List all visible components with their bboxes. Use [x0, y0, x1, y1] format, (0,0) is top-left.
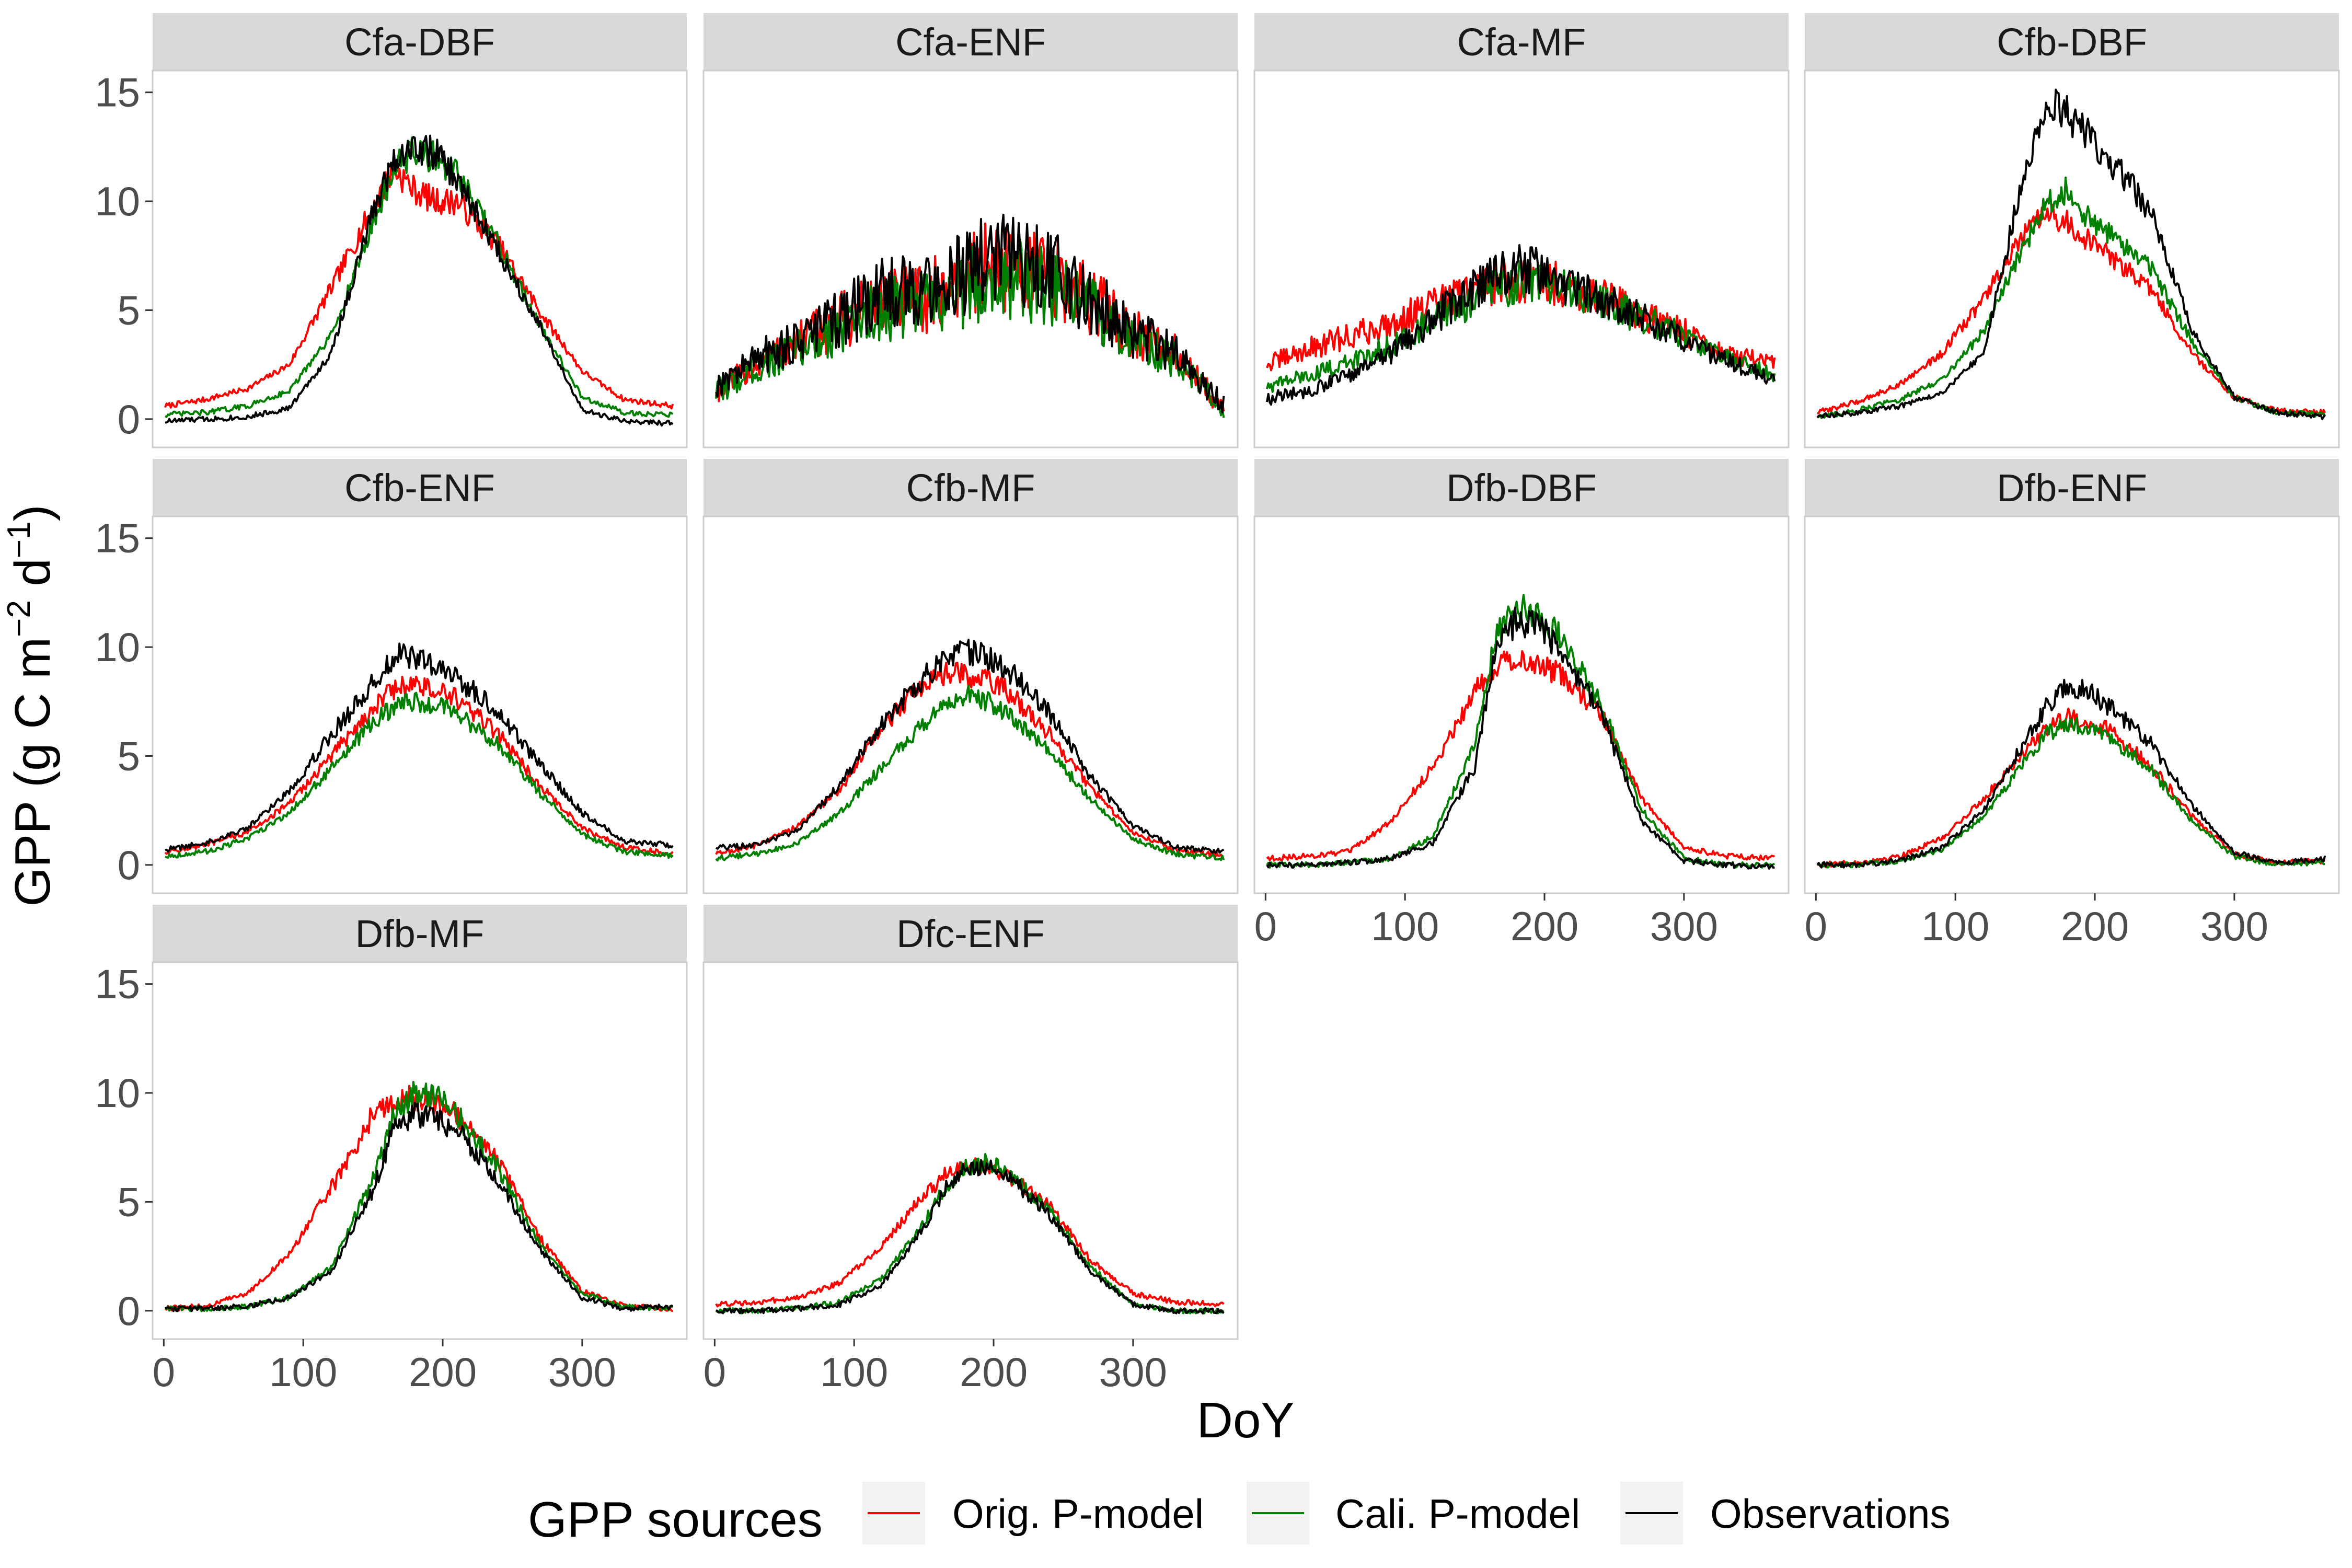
panel-title: Cfa-ENF	[895, 20, 1046, 64]
panel-cfa-dbf: Cfa-DBF 0 5 10 15	[95, 13, 688, 448]
panel-dfb-enf: Dfb-ENF 0 100 200 300	[1804, 459, 2340, 949]
x-axis-title: DoY	[1197, 1392, 1295, 1448]
y-tick-label: 15	[95, 70, 140, 116]
y-tick-label: 5	[118, 733, 140, 779]
series-line-observations	[715, 639, 1225, 854]
series-line-orig-p-model	[715, 1157, 1225, 1308]
x-tick-label: 200	[2061, 903, 2129, 949]
panel-strip	[1254, 13, 1789, 71]
legend: GPP sources Orig. P-model Cali. P-model Ob…	[528, 1482, 1951, 1548]
legend-label: Orig. P-model	[952, 1491, 1204, 1537]
y-tick-label: 5	[118, 1179, 140, 1225]
series-line-cali-p-model	[1816, 717, 2325, 869]
panel-strip	[153, 459, 687, 516]
legend-label: Cali. P-model	[1335, 1491, 1580, 1537]
series-line-cali-p-model	[165, 1081, 674, 1312]
y-tick-label: 0	[118, 396, 140, 442]
series-line-observations	[165, 134, 674, 427]
panel-plot-area	[702, 961, 1239, 1340]
panel-dfb-mf: Dfb-MF 0 5 10 15 0 100 200 300	[95, 905, 688, 1395]
panel-plot-area	[152, 961, 688, 1340]
x-tick-label: 200	[1511, 903, 1578, 949]
panel-title: Dfc-ENF	[896, 912, 1045, 955]
series-line-cali-p-model	[165, 691, 674, 859]
panel-title: Dfb-DBF	[1446, 466, 1597, 510]
series-line-orig-p-model	[1266, 650, 1775, 862]
x-tick-label: 300	[548, 1349, 616, 1395]
panel-title: Cfa-DBF	[344, 20, 495, 64]
panel-cfb-enf: Cfb-ENF 0 5 10 15	[95, 459, 688, 894]
x-tick-label: 100	[1921, 903, 1989, 949]
panel-cfa-mf: Cfa-MF	[1253, 13, 1790, 448]
x-tick-label: 0	[1805, 903, 1827, 949]
x-tick-label: 300	[2200, 903, 2268, 949]
series-line-observations	[1816, 88, 2326, 420]
y-tick-label: 10	[95, 624, 140, 670]
series-line-orig-p-model	[164, 162, 674, 410]
series-line-orig-p-model	[715, 662, 1225, 859]
y-tick-label: 15	[95, 961, 140, 1007]
legend-title: GPP sources	[528, 1492, 823, 1548]
y-tick-label: 5	[118, 287, 140, 333]
series-line-observations	[1816, 678, 2326, 869]
panel-title: Cfb-DBF	[1997, 20, 2147, 64]
panel-strip	[1805, 13, 2339, 71]
legend-entry-observations: Observations	[1620, 1482, 1951, 1544]
panel-cfa-enf: Cfa-ENF	[702, 13, 1239, 448]
panel-cfb-mf: Cfb-MF	[702, 459, 1239, 894]
series-line-orig-p-model	[164, 675, 674, 856]
x-tick-label: 200	[409, 1349, 477, 1395]
series-line-observations	[1266, 606, 1775, 870]
panel-dfc-enf: Dfc-ENF 0 100 200 300	[702, 905, 1239, 1395]
panel-plot-area	[1253, 515, 1790, 894]
series-line-observations	[1266, 244, 1776, 406]
panel-title: Dfb-MF	[355, 912, 485, 955]
panel-plot-area	[152, 70, 688, 448]
legend-label: Observations	[1710, 1491, 1951, 1537]
panel-strip	[153, 905, 687, 962]
x-tick-label: 100	[1371, 903, 1439, 949]
panel-title: Dfb-ENF	[1997, 466, 2147, 510]
y-axis-title: GPP (g C m−2 d−1)	[1, 504, 61, 906]
series-line-observations	[165, 642, 674, 853]
panel-strip	[704, 459, 1238, 516]
panel-strip	[1805, 459, 2339, 516]
series-line-cali-p-model	[715, 684, 1225, 862]
panel-plot-area	[1804, 515, 2340, 894]
x-tick-label: 0	[704, 1349, 726, 1395]
x-tick-label: 0	[153, 1349, 175, 1395]
series-line-observations	[716, 1159, 1225, 1315]
y-tick-label: 0	[118, 842, 140, 888]
y-tick-label: 10	[95, 1070, 140, 1116]
legend-entry-orig-p-model: Orig. P-model	[862, 1482, 1204, 1544]
legend-entries: Orig. P-model Cali. P-model Observations	[862, 1482, 1951, 1544]
x-tick-label: 0	[1254, 903, 1277, 949]
panel-dfb-dbf: Dfb-DBF 0 100 200 300	[1253, 459, 1790, 949]
x-tick-label: 300	[1099, 1349, 1167, 1395]
panel-strip	[153, 13, 687, 71]
x-tick-label: 300	[1650, 903, 1718, 949]
y-tick-label: 0	[118, 1288, 140, 1334]
panel-strip	[704, 13, 1238, 71]
panel-title: Cfb-ENF	[344, 466, 495, 510]
facet-panels: Cfa-DBF 0 5 10 15 Cfa-ENF Cfa-MF Cfb-DBF Cfb-ENF…	[95, 13, 2340, 1395]
panel-strip	[704, 905, 1238, 962]
y-tick-label: 10	[95, 178, 140, 224]
panel-cfb-dbf: Cfb-DBF	[1804, 13, 2340, 448]
x-tick-label: 100	[820, 1349, 888, 1395]
y-tick-label: 15	[95, 515, 140, 561]
x-tick-label: 200	[960, 1349, 1028, 1395]
panel-title: Cfb-MF	[906, 466, 1035, 510]
series-line-observations	[715, 213, 1225, 414]
legend-entry-cali-p-model: Cali. P-model	[1247, 1482, 1580, 1544]
x-tick-label: 100	[269, 1349, 337, 1395]
panel-title: Cfa-MF	[1457, 20, 1586, 64]
panel-strip	[1254, 459, 1789, 516]
series-line-observations	[165, 1102, 674, 1312]
